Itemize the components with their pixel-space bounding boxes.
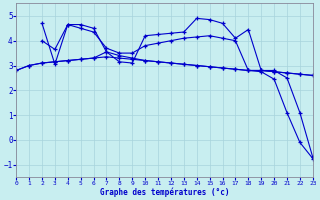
X-axis label: Graphe des températures (°c): Graphe des températures (°c) [100, 187, 229, 197]
